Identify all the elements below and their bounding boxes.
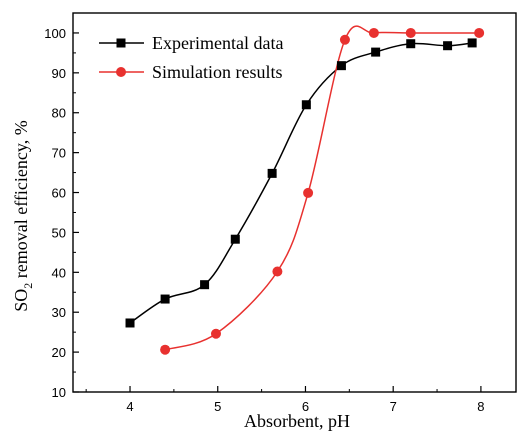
legend-marker-square [116,38,126,48]
legend-marker-circle [116,67,126,77]
data-point-square [160,294,170,304]
axes-layer: 4 5 6 7 8 10 20 30 40 50 60 70 80 90 100 [44,12,517,414]
data-point-square [406,39,416,49]
y-tick-label: 30 [52,305,66,320]
x-tick-label: 5 [214,399,221,414]
data-point-circle [339,34,350,45]
data-point-square [125,318,135,328]
data-point-square [443,41,453,51]
data-point-circle [368,27,379,38]
y-tick-label: 20 [52,345,66,360]
legend-label-1: Experimental data [152,33,283,53]
data-point-square [200,280,210,290]
series-line-1 [129,42,473,324]
y-axis-title-main: SO [11,289,31,312]
data-point-circle [210,328,221,339]
data-point-circle [160,344,171,355]
y-tick-label: 70 [52,146,66,161]
data-point-square [267,168,277,178]
plot-frame [72,12,517,393]
x-axis-title: Absorbent, pH [244,411,350,431]
y-tick-label: 90 [52,66,66,81]
legend-label-2: Simulation results [152,62,283,82]
data-point-square [467,38,477,48]
y-tick-label: 10 [52,385,66,400]
y-tick-label: 80 [52,106,66,121]
x-tick-label: 4 [126,399,133,414]
y-tick-label: 60 [52,186,66,201]
y-tick-label: 40 [52,265,66,280]
y-tick-label: 50 [52,225,66,240]
series-line-2 [164,25,480,351]
data-point-circle [474,27,485,38]
data-point-square [336,61,346,71]
y-axis-title: SO2 removal efficiency, % [11,120,35,311]
x-tick-label: 8 [477,399,484,414]
data-point-circle [405,27,416,38]
y-tick-label: 100 [44,26,66,41]
legend: Experimental data Simulation results [99,33,283,82]
x-tick-label: 7 [390,399,397,414]
y-axis-title-rest: removal efficiency, % [11,120,31,282]
markers-layer [125,27,485,355]
y-axis-title-subscript: 2 [21,283,35,289]
data-point-square [301,100,311,110]
x-tick-label: 6 [302,399,309,414]
data-point-square [230,234,240,244]
data-point-square [371,47,381,57]
data-point-circle [272,266,283,277]
data-point-circle [303,187,314,198]
